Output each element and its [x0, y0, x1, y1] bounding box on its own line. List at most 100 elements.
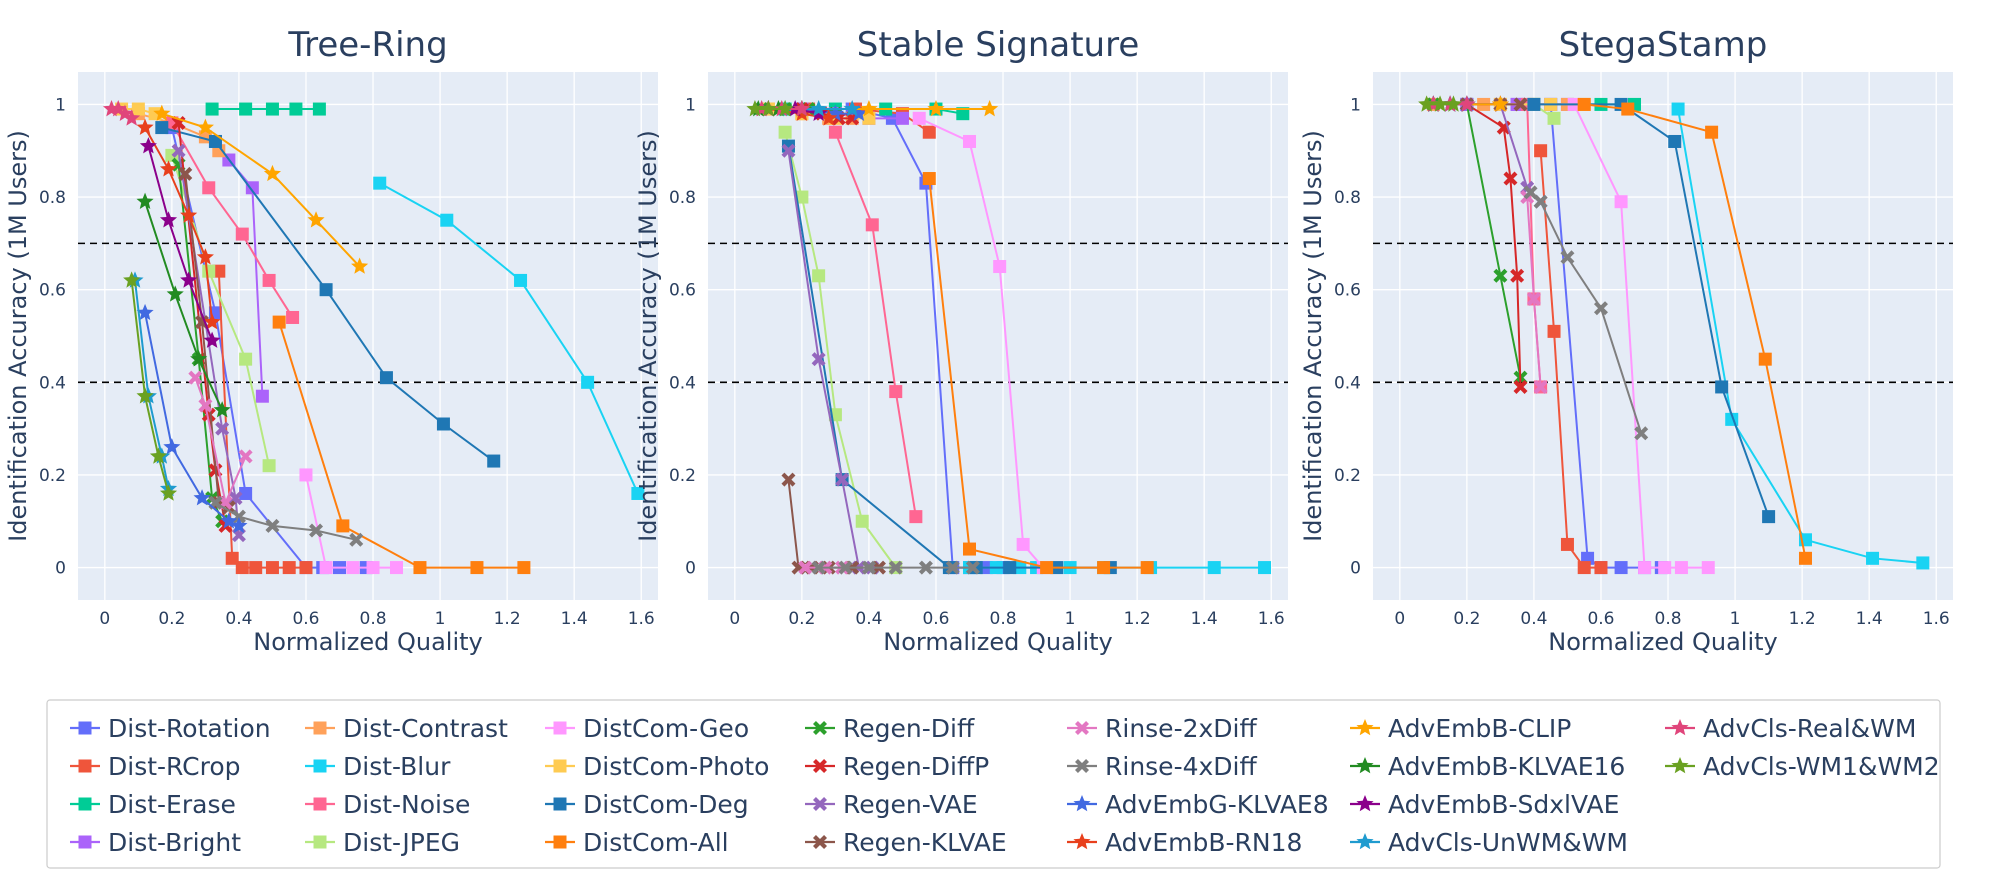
legend-marker — [813, 759, 827, 773]
data-point — [1140, 561, 1154, 575]
series-distcom-all — [272, 315, 531, 575]
data-point — [1762, 510, 1776, 524]
data-point — [581, 375, 595, 389]
legend-label: DistCom-Photo — [583, 752, 769, 781]
y-axis-title: Identification Accuracy (1M Users) — [4, 130, 32, 542]
data-point — [245, 181, 259, 195]
legend-item: Rinse-2xDiff — [1067, 714, 1257, 743]
data-point — [1418, 95, 1436, 112]
y-tick-label: 0.4 — [39, 373, 66, 393]
legend-marker — [78, 835, 92, 849]
data-point — [346, 561, 360, 575]
data-point — [163, 438, 181, 455]
data-point — [1503, 171, 1518, 186]
data-point — [188, 370, 203, 385]
data-point — [1594, 561, 1608, 575]
data-point — [1491, 95, 1509, 112]
data-point — [180, 271, 198, 288]
y-axis-title: Identification Accuracy (1M Users) — [634, 130, 662, 542]
data-point — [282, 561, 296, 575]
data-point — [781, 472, 796, 487]
legend-item: Dist-Noise — [305, 790, 470, 819]
series-rinse-4xdiff — [208, 495, 364, 547]
data-point — [810, 100, 828, 117]
data-point — [136, 118, 154, 135]
data-point — [927, 100, 945, 117]
y-tick-label: 0.6 — [669, 281, 696, 301]
legend-marker — [1671, 757, 1689, 774]
x-tick-label: 0.2 — [788, 609, 815, 629]
data-point — [1527, 97, 1541, 111]
series-dist-jpeg — [778, 125, 903, 575]
data-point — [1547, 324, 1561, 338]
series-line — [130, 280, 170, 494]
legend-label: AdvEmbB-KLVAE16 — [1388, 752, 1625, 781]
legend-label: Dist-Blur — [343, 752, 451, 781]
legend-label: Dist-Rotation — [108, 714, 271, 743]
legend-item: Dist-Rotation — [70, 714, 271, 743]
x-tick-label: 0 — [99, 609, 110, 629]
x-tick-label: 1.6 — [628, 609, 655, 629]
legend-label: Dist-Bright — [108, 828, 241, 857]
data-point — [131, 102, 145, 116]
series-dist-noise — [165, 116, 300, 324]
series-distcom-all — [1577, 97, 1812, 565]
data-point — [1493, 268, 1508, 283]
data-point — [299, 468, 313, 482]
legend-marker — [78, 759, 92, 773]
data-point — [235, 561, 249, 575]
legend-marker — [1356, 757, 1374, 774]
legend-label: DistCom-Geo — [583, 714, 749, 743]
legend-marker — [1075, 759, 1089, 773]
data-point — [1634, 426, 1649, 441]
data-point — [812, 269, 826, 283]
legend-label: Dist-Noise — [343, 790, 470, 819]
x-axis-title: Normalized Quality — [1548, 628, 1778, 656]
x-tick-label: 0.8 — [1655, 609, 1682, 629]
legend-marker — [313, 835, 327, 849]
legend-item: Rinse-4xDiff — [1067, 752, 1257, 781]
legend-marker — [313, 759, 327, 773]
data-point — [514, 273, 528, 287]
data-point — [349, 532, 364, 547]
y-tick-label: 0.6 — [39, 281, 66, 301]
series-dist-erase — [205, 102, 326, 116]
plot-area — [78, 72, 658, 600]
data-point — [963, 542, 977, 556]
data-point — [123, 109, 141, 126]
data-point — [286, 310, 300, 324]
data-point — [1040, 561, 1054, 575]
data-point — [963, 134, 977, 148]
data-point — [265, 561, 279, 575]
data-point — [265, 518, 280, 533]
data-point — [1621, 102, 1635, 116]
data-point — [155, 121, 169, 135]
legend-label: Dist-Contrast — [343, 714, 508, 743]
legend-label: AdvCls-Real&WM — [1703, 714, 1916, 743]
series-line — [194, 377, 247, 507]
data-point — [201, 407, 216, 422]
legend-item: AdvCls-Real&WM — [1665, 714, 1916, 743]
y-tick-label: 0.8 — [1334, 188, 1361, 208]
data-point — [909, 510, 923, 524]
data-point — [1513, 97, 1528, 112]
legend-item: Regen-KLVAE — [805, 828, 1007, 857]
legend-marker — [553, 797, 567, 811]
y-tick-label: 1 — [1350, 95, 1361, 115]
data-point — [912, 111, 926, 125]
legend-marker — [813, 835, 827, 849]
x-tick-label: 0.6 — [922, 609, 949, 629]
data-point — [1674, 561, 1688, 575]
y-tick-label: 1 — [685, 95, 696, 115]
data-point — [945, 560, 960, 575]
legend-marker — [553, 835, 567, 849]
data-point — [235, 227, 249, 241]
data-point — [319, 283, 333, 297]
data-point — [239, 102, 253, 116]
y-tick-label: 0.2 — [1334, 466, 1361, 486]
data-point — [289, 102, 303, 116]
data-point — [759, 100, 777, 117]
data-point — [1547, 111, 1561, 125]
legend-item: AdvEmbG-KLVAE8 — [1067, 790, 1329, 819]
